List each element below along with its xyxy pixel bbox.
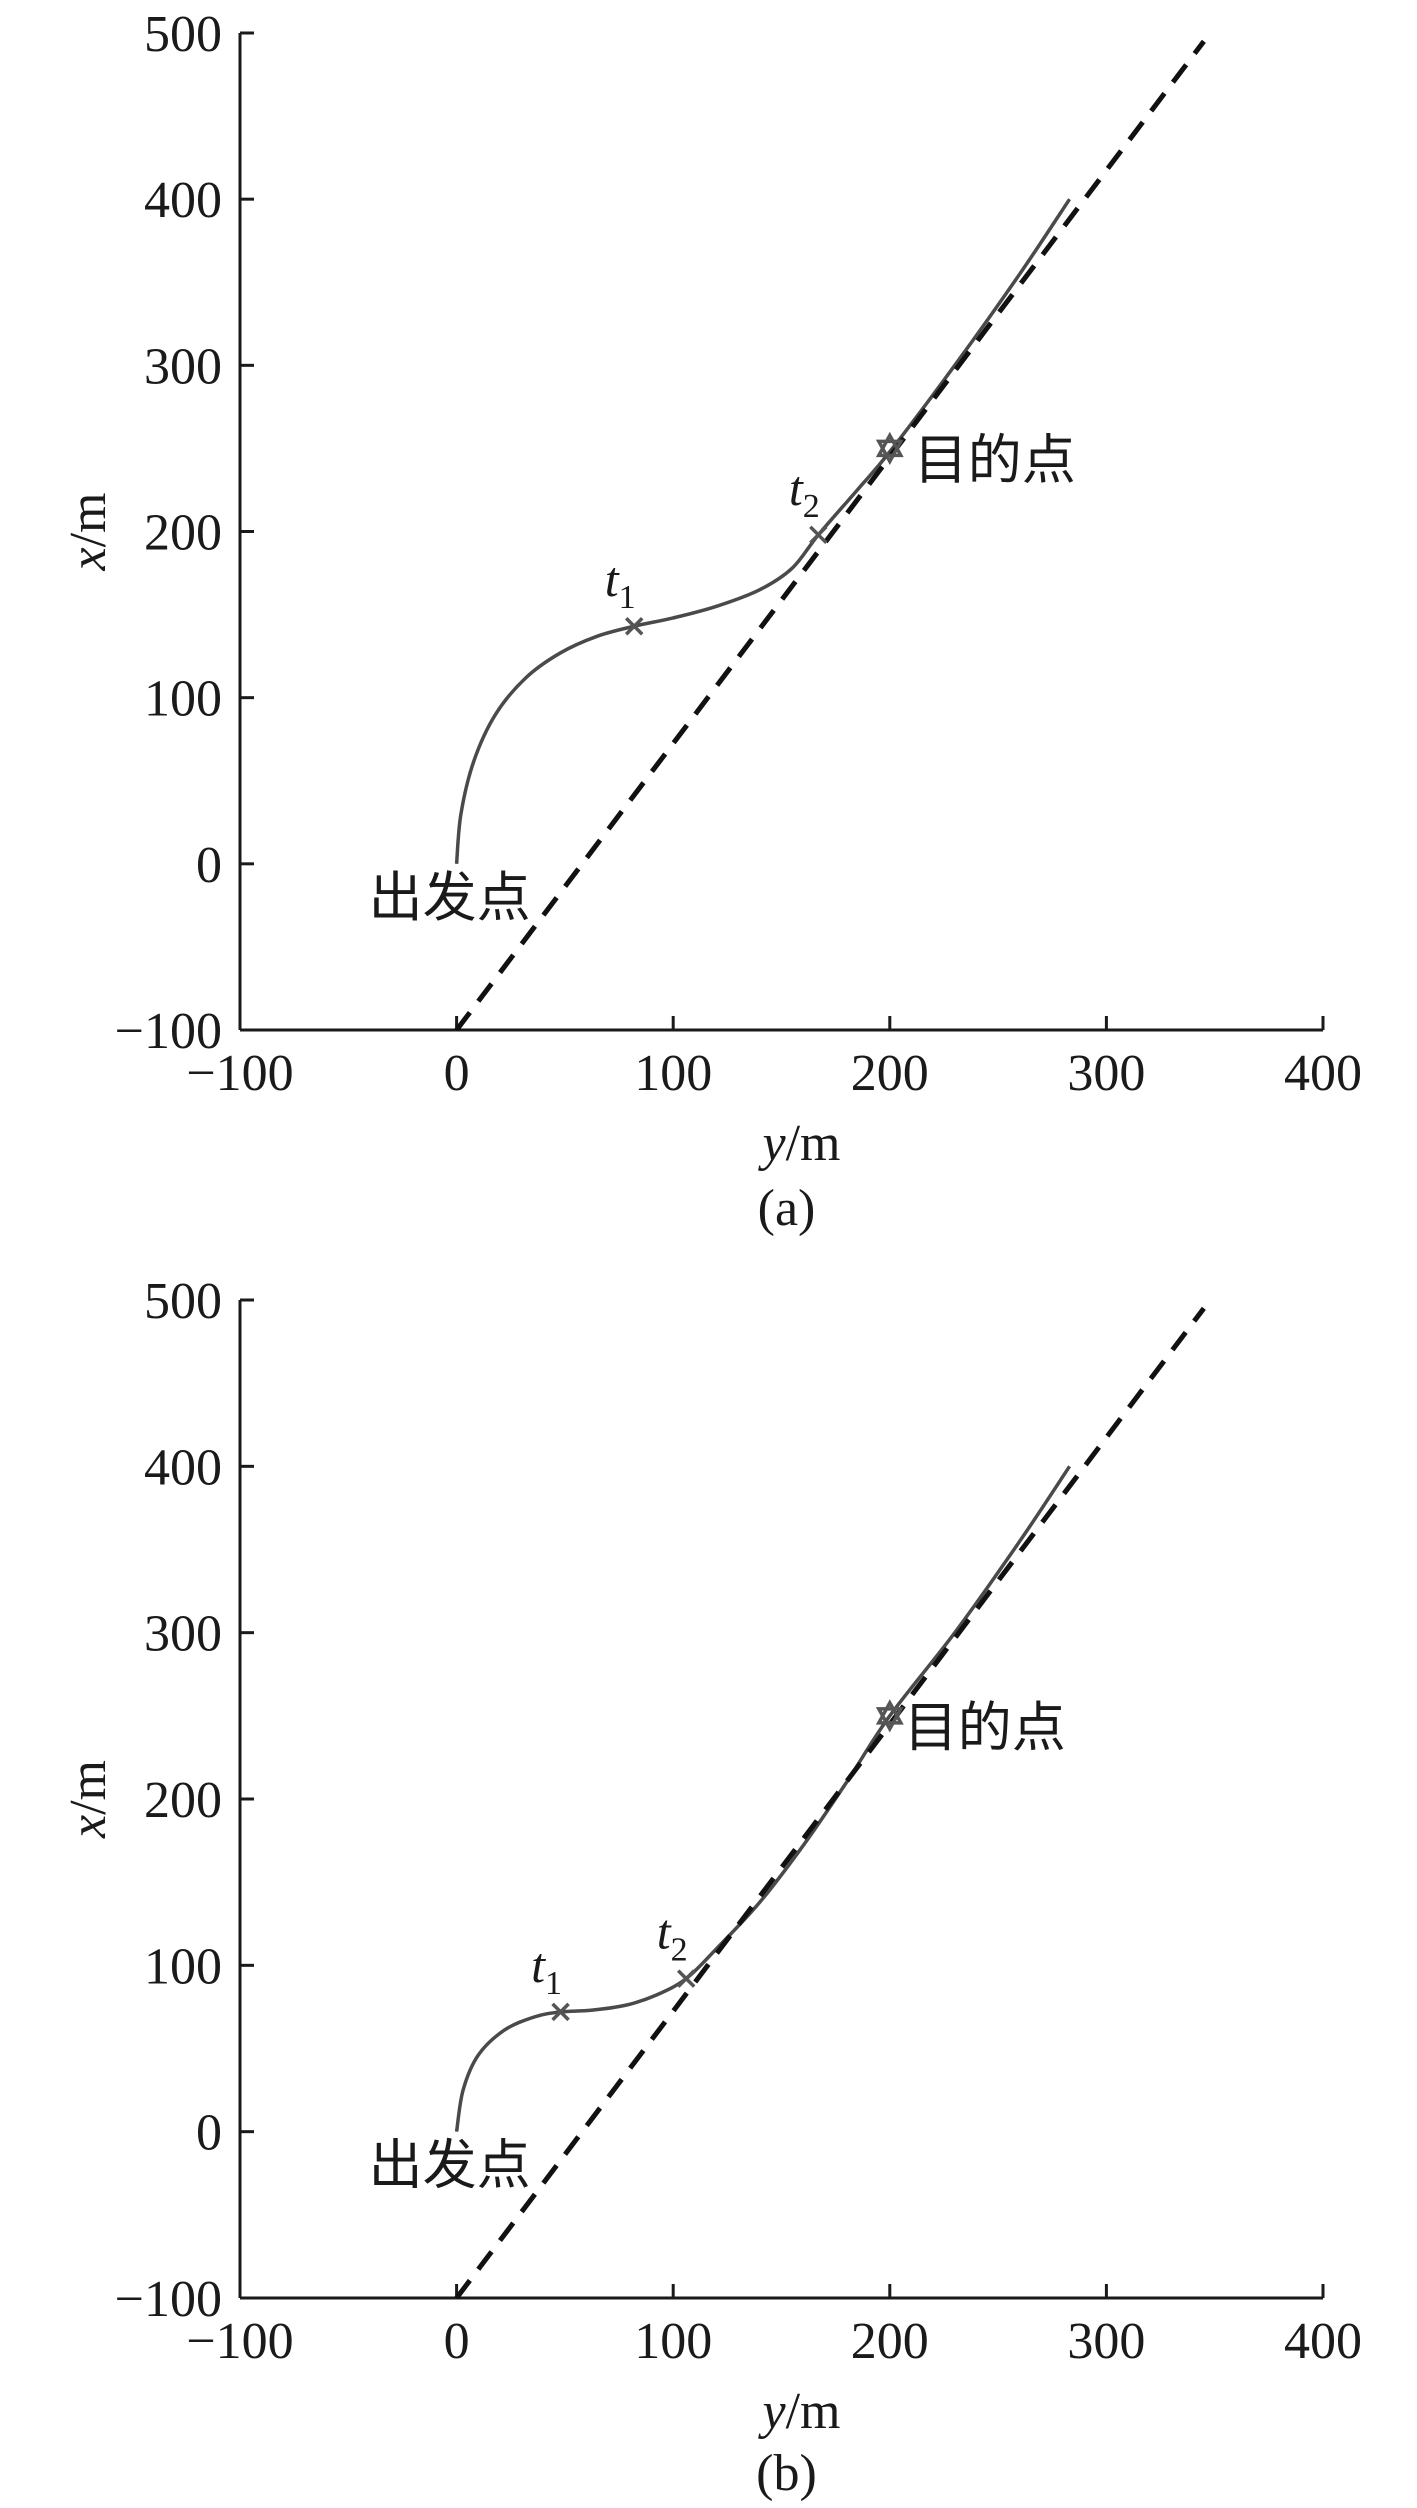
y-tick-label: 0 bbox=[196, 2105, 222, 2162]
x-marker-stroke bbox=[624, 616, 644, 636]
y-tick-label: 200 bbox=[144, 1772, 222, 1829]
y-tick-label: 100 bbox=[144, 1938, 222, 1995]
y-tick-label: 400 bbox=[144, 172, 222, 229]
trajectory-line bbox=[454, 1465, 1072, 2132]
y-axis-label: x/m bbox=[60, 493, 117, 572]
y-tick-label: 500 bbox=[144, 6, 222, 63]
panel-caption: (a) bbox=[758, 1180, 816, 1237]
target-star-marker bbox=[875, 431, 904, 466]
x-marker-stroke bbox=[676, 1969, 696, 1988]
y-tick-label: 200 bbox=[144, 505, 222, 562]
y-tick-label: 500 bbox=[144, 1273, 222, 1330]
panel-caption: (b) bbox=[756, 2445, 817, 2502]
x-tick-label: 100 bbox=[634, 2313, 712, 2370]
star-stroke bbox=[875, 431, 904, 458]
x-tick-label: −100 bbox=[186, 1045, 293, 1102]
x-tick-label: 0 bbox=[444, 1045, 470, 1102]
target-point-label: 目的点 bbox=[914, 428, 1076, 491]
x-tick-label: 100 bbox=[634, 1045, 712, 1102]
reference-line-dashed bbox=[454, 39, 1206, 1032]
y-tick-label: 0 bbox=[196, 837, 222, 894]
x-tick-label: 200 bbox=[851, 2313, 929, 2370]
x-axis-label: y/m bbox=[758, 2383, 841, 2440]
t-marker-label: t2 bbox=[789, 460, 820, 525]
y-tick-label: 100 bbox=[144, 671, 222, 728]
reference-line-dashed bbox=[454, 1306, 1206, 2300]
x-tick-label: 0 bbox=[444, 2313, 470, 2370]
target-star-marker bbox=[875, 1699, 904, 1733]
x-marker bbox=[624, 616, 644, 636]
start-point-label: 出发点 bbox=[369, 2134, 531, 2197]
t-marker-label: t1 bbox=[605, 551, 636, 616]
x-tick-label: 300 bbox=[1067, 2313, 1145, 2370]
x-tick-label: 400 bbox=[1284, 2313, 1362, 2370]
panel-b: −100 0 100 200 300 400 −100 0 100 200 300 400 500 y/m… bbox=[60, 1273, 1362, 2502]
y-tick-label: −100 bbox=[115, 2271, 222, 2328]
target-point-label: 目的点 bbox=[904, 1696, 1066, 1759]
x-axis-label: y/m bbox=[758, 1115, 841, 1172]
t-marker-label: t1 bbox=[531, 1937, 562, 2002]
panel-a: −100 0 100 200 300 400 −100 0 100 200 300 400 500 y/m… bbox=[60, 6, 1362, 1237]
x-tick-label: 400 bbox=[1284, 1045, 1362, 1102]
x-tick-label: 300 bbox=[1067, 1045, 1145, 1102]
x-tick-label: −100 bbox=[186, 2313, 293, 2370]
x-tick-label: 200 bbox=[851, 1045, 929, 1102]
y-tick-label: 400 bbox=[144, 1439, 222, 1496]
start-point-label: 出发点 bbox=[369, 866, 531, 929]
y-axis-label: x/m bbox=[60, 1760, 117, 1839]
x-marker bbox=[676, 1969, 696, 1988]
y-tick-label: 300 bbox=[144, 338, 222, 395]
star-stroke bbox=[875, 1707, 904, 1733]
x-marker-stroke bbox=[551, 2002, 570, 2022]
x-marker bbox=[809, 525, 828, 545]
x-marker-stroke bbox=[809, 525, 828, 545]
star-stroke bbox=[875, 1699, 904, 1725]
y-tick-label: −100 bbox=[115, 1003, 222, 1060]
x-marker bbox=[551, 2002, 570, 2022]
y-tick-label: 300 bbox=[144, 1606, 222, 1663]
t-marker-label: t2 bbox=[657, 1904, 688, 1969]
trajectory-line bbox=[454, 198, 1072, 864]
star-stroke bbox=[875, 439, 904, 466]
